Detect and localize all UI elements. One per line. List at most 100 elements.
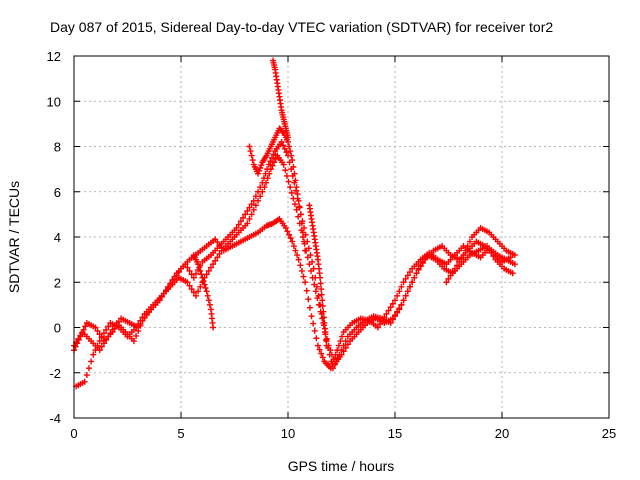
data-point [246,215,253,222]
data-point [319,354,326,361]
data-point [81,378,88,385]
data-point [317,274,324,281]
data-point [419,258,426,265]
data-point [94,342,101,349]
data-point [214,254,221,261]
data-point [316,301,323,308]
data-point [249,157,256,164]
data-point [447,272,454,279]
data-point [291,201,298,208]
data-point [255,170,262,177]
data-point [385,307,392,314]
data-point [398,301,405,308]
data-point [100,340,107,347]
data-point [284,228,291,235]
data-point [244,220,251,227]
data-point [290,243,297,250]
data-point [324,335,331,342]
data-point [308,267,315,274]
data-point [340,348,347,355]
data-point [198,271,205,278]
data-point [406,283,413,290]
y-tick-label: -4 [49,411,61,426]
data-point [314,342,321,349]
data-point [202,284,209,291]
data-point [240,214,247,221]
data-point [257,193,264,200]
y-tick-label: 4 [54,230,61,245]
data-point [490,253,497,260]
x-tick-label: 25 [602,426,616,441]
data-point [237,218,244,225]
data-point [486,246,493,253]
data-point [246,143,253,150]
data-point [265,161,272,168]
data-point [396,305,403,312]
data-point [392,312,398,319]
data-point [297,211,304,218]
series-track-d [246,125,309,254]
data-point [305,296,312,303]
data-point [389,300,396,307]
data-point [130,338,137,345]
data-point [182,261,189,268]
data-point [259,188,266,195]
data-point [400,297,407,304]
data-point [248,211,255,218]
data-point [319,303,326,310]
data-point [201,281,208,288]
x-tick-label: 20 [495,426,509,441]
data-point [458,255,465,262]
data-point [398,283,405,290]
data-point [311,327,318,334]
data-point [264,175,271,182]
data-point [269,162,276,169]
data-point [195,288,202,295]
series-track-a [71,215,518,372]
data-point [509,270,516,277]
data-point [295,256,302,263]
data-point [92,324,99,331]
data-point [289,238,296,245]
data-point [279,128,286,135]
data-point [271,159,278,166]
data-point [456,258,463,265]
data-point [98,333,105,340]
data-point [297,262,304,269]
points-layer [71,57,518,390]
data-point [402,275,409,282]
data-point [255,197,262,204]
data-point [292,177,299,184]
data-point [383,310,390,317]
data-point [321,319,328,326]
data-point [511,261,518,268]
data-point [267,166,274,173]
data-point [295,197,302,204]
data-point [319,297,326,304]
data-point [306,261,313,268]
data-point [320,308,327,315]
data-point [90,351,97,358]
data-point [460,252,467,259]
x-tick-label: 15 [388,426,402,441]
y-tick-label: 2 [54,275,61,290]
data-point [205,267,212,274]
data-point [298,267,305,274]
data-point [415,265,422,272]
data-point [417,262,424,269]
data-point [306,304,313,311]
data-point [287,235,294,242]
data-point [216,250,223,257]
data-point [287,148,294,155]
data-point [464,243,471,250]
data-point [396,288,403,295]
data-point [196,264,203,271]
data-point [137,317,144,324]
data-point [85,365,92,372]
data-point [252,202,259,209]
data-point [98,343,105,350]
x-axis-label: GPS time / hours [288,458,395,474]
data-point [133,332,140,339]
y-tick-label: 12 [47,49,61,64]
data-point [488,249,495,256]
